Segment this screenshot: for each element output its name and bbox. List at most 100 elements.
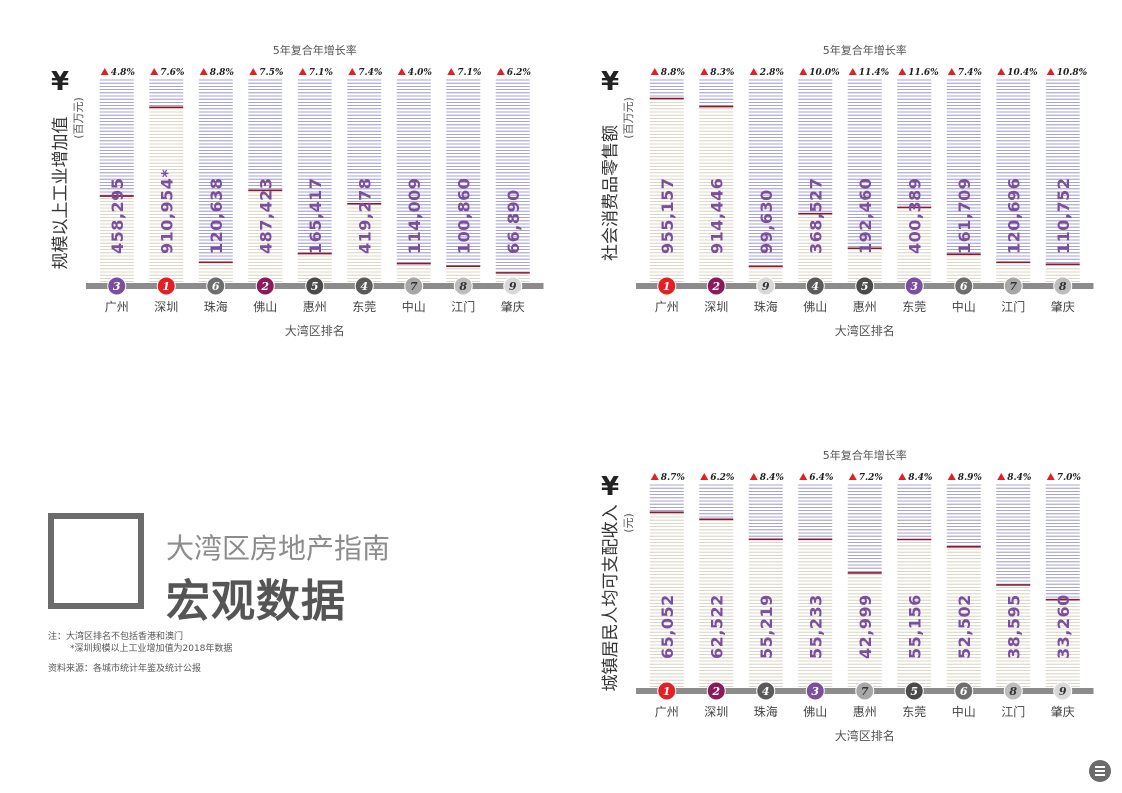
category-label: 珠海: [754, 704, 778, 719]
category-label: 中山: [952, 299, 976, 314]
data-label: 419,278: [355, 178, 374, 254]
y-axis-unit: (百万元): [72, 97, 85, 139]
rank-number: 1: [162, 280, 170, 293]
rank-badge: [354, 276, 374, 296]
rank-badge: [1053, 681, 1073, 701]
rank-badge: [503, 276, 523, 296]
rank-badge: [1003, 681, 1023, 701]
data-label: 165,417: [306, 178, 325, 254]
growth-arrow-icon: [397, 68, 406, 75]
rank-number: 7: [410, 280, 418, 293]
growth-value: 7.5%: [259, 68, 284, 78]
rank-badge: [1053, 276, 1073, 296]
bar-column-4: 7.5% 487,423 佛山: [248, 68, 284, 314]
bar-column-6: 11.6% 400,389 东莞: [897, 68, 939, 314]
data-label: 914,446: [707, 178, 726, 254]
bar-column-9: 10.8% 110,752 肇庆: [1045, 68, 1088, 314]
chart-panel-retail: 社会消费品零售额 (百万元) ¥5年复合年增长率 8.8% 955,157 广州 8.3% 9…: [590, 40, 1094, 350]
bar-column-8: 10.4% 120,696 江门: [996, 68, 1038, 314]
category-label: 肇庆: [1051, 704, 1075, 719]
data-label: 192,460: [856, 178, 875, 254]
rank-number: 6: [960, 685, 968, 698]
notes: 注：大湾区排名不包括香港和澳门 *深圳规模以上工业增加值为2018年数据 资料来…: [48, 631, 232, 675]
rank-number: 2: [711, 685, 720, 698]
rank-badge: [1003, 276, 1023, 296]
growth-label: 5年复合年增长率: [823, 448, 907, 462]
growth-arrow-icon: [650, 473, 659, 480]
menu-icon[interactable]: [1089, 760, 1111, 782]
growth-arrow-icon: [898, 68, 907, 75]
growth-value: 7.2%: [859, 473, 884, 483]
rank-badge: [706, 681, 726, 701]
x-axis-label: 大湾区排名: [835, 323, 895, 338]
category-label: 中山: [402, 299, 426, 314]
rank-number: 6: [212, 280, 220, 293]
rank-number: 2: [711, 280, 720, 293]
note-1: 注：大湾区排名不包括香港和澳门: [48, 632, 184, 642]
data-label: 120,638: [207, 178, 226, 254]
category-label: 惠州: [853, 705, 877, 719]
growth-value: 10.0%: [809, 68, 840, 78]
growth-arrow-icon: [1046, 68, 1055, 75]
bar-column-7: 7.4% 161,709 中山: [946, 68, 982, 314]
rank-number: 8: [1059, 280, 1067, 293]
growth-value: 6.4%: [809, 473, 834, 483]
data-label: 55,156: [905, 594, 924, 659]
data-label: 100,860: [454, 178, 473, 254]
rank-number: 7: [861, 685, 869, 698]
growth-arrow-icon: [848, 473, 857, 480]
y-axis-label: 社会消费品零售额: [601, 125, 621, 261]
y-axis-label: 规模以上工业增加值: [51, 117, 71, 270]
rank-badge: [404, 276, 424, 296]
growth-arrow-icon: [799, 473, 808, 480]
bar-column-8: 7.1% 100,860 江门: [446, 68, 482, 314]
rank-number: 4: [811, 280, 819, 293]
rank-number: 8: [1009, 685, 1017, 698]
growth-label: 5年复合年增长率: [273, 43, 357, 57]
rank-badge: [954, 276, 974, 296]
growth-value: 7.0%: [1057, 473, 1082, 483]
growth-arrow-icon: [749, 473, 758, 480]
category-label: 深圳: [704, 300, 728, 314]
bar-column-4: 6.4% 55,233 佛山: [798, 473, 834, 719]
growth-value: 8.8%: [661, 68, 686, 78]
data-label: 52,502: [955, 594, 974, 659]
income-chart: 城镇居民人均可支配收入 (元)¥5年复合年增长率 8.7% 65,052 广州 6.2% 6…: [601, 448, 1094, 743]
rank-badge: [855, 681, 875, 701]
growth-arrow-icon: [249, 68, 258, 75]
category-label: 惠州: [853, 300, 877, 314]
data-label: 55,233: [806, 594, 825, 659]
rank-badge: [954, 681, 974, 701]
rank-number: 5: [910, 685, 918, 698]
rank-number: 4: [762, 685, 770, 698]
category-label: 江门: [451, 299, 475, 314]
growth-value: 8.7%: [661, 473, 686, 483]
growth-arrow-icon: [848, 68, 857, 75]
growth-arrow-icon: [947, 68, 956, 75]
data-label: 114,009: [405, 178, 424, 254]
growth-arrow-icon: [799, 68, 808, 75]
growth-arrow-icon: [348, 68, 357, 75]
growth-arrow-icon: [749, 68, 758, 75]
chart-panel-industrial: 规模以上工业增加值 (百万元) ¥5年复合年增长率 4.8% 458,295 广州 7.6%…: [40, 40, 544, 350]
rank-badge: [805, 276, 825, 296]
growth-arrow-icon: [1046, 473, 1055, 480]
category-label: 广州: [655, 705, 679, 719]
data-label: 42,999: [856, 594, 875, 659]
rank-badge: [855, 276, 875, 296]
data-label: 110,752: [1054, 178, 1073, 254]
category-label: 东莞: [902, 300, 926, 314]
rank-number: 9: [762, 280, 770, 293]
data-label: 120,696: [1004, 178, 1023, 254]
data-label: 955,157: [658, 178, 677, 254]
rank-number: 8: [459, 280, 467, 293]
growth-value: 7.4%: [358, 68, 383, 78]
data-label: 55,219: [757, 594, 776, 659]
growth-value: 11.6%: [908, 68, 939, 78]
title-square-icon: [48, 513, 144, 609]
growth-value: 7.1%: [309, 68, 334, 78]
rank-number: 9: [1059, 685, 1067, 698]
y-axis-unit: (元): [622, 513, 635, 533]
growth-arrow-icon: [650, 68, 659, 75]
growth-value: 7.1%: [457, 68, 482, 78]
